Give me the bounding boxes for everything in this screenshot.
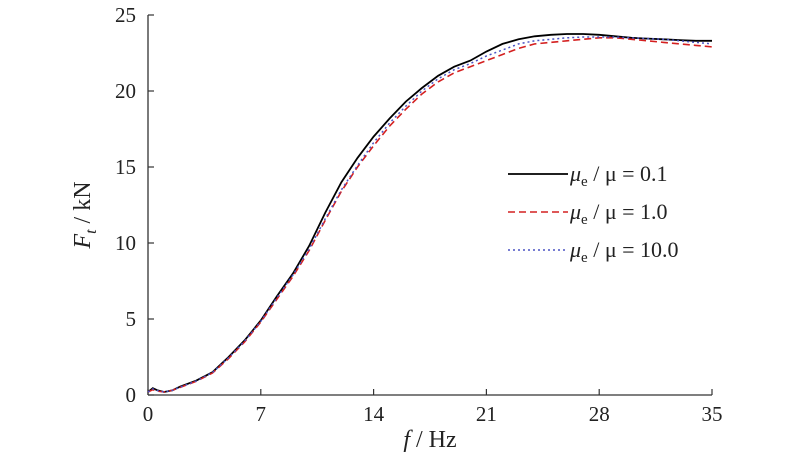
- axes: [147, 15, 712, 396]
- series-line-3: [147, 36, 713, 393]
- x-tick-label: 14: [363, 402, 385, 426]
- legend-label-2: μe / μ = 1.0: [569, 199, 668, 228]
- x-tick-label: 0: [143, 402, 154, 426]
- y-tick-label: 0: [126, 383, 137, 407]
- legend-label-1: μe / μ = 0.1: [569, 161, 668, 190]
- y-axis-title: Ft / kN: [70, 181, 100, 249]
- series-lines: [147, 33, 713, 393]
- x-tick-label: 35: [702, 402, 723, 426]
- axis-ticks: 0 7 14 21 28 35 0 5 10 15 20 25: [115, 3, 723, 426]
- x-tick-label: 28: [589, 402, 610, 426]
- x-tick-label: 21: [476, 402, 497, 426]
- legend-label-3: μe / μ = 10.0: [569, 237, 679, 266]
- y-tick-label: 25: [115, 3, 136, 27]
- y-tick-label: 5: [126, 307, 137, 331]
- series-line-2: [147, 37, 713, 393]
- x-axis-title: f / Hz: [403, 427, 456, 453]
- x-tick-label: 7: [256, 402, 267, 426]
- y-tick-label: 20: [115, 79, 136, 103]
- legend: μe / μ = 0.1 μe / μ = 1.0 μe / μ = 10.0: [508, 161, 679, 266]
- y-tick-label: 10: [115, 231, 136, 255]
- y-tick-label: 15: [115, 155, 136, 179]
